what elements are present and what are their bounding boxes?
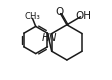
Text: CH₃: CH₃ [24, 12, 40, 21]
Text: O: O [55, 7, 63, 17]
Text: HN: HN [41, 33, 57, 43]
Text: OH: OH [75, 11, 91, 21]
